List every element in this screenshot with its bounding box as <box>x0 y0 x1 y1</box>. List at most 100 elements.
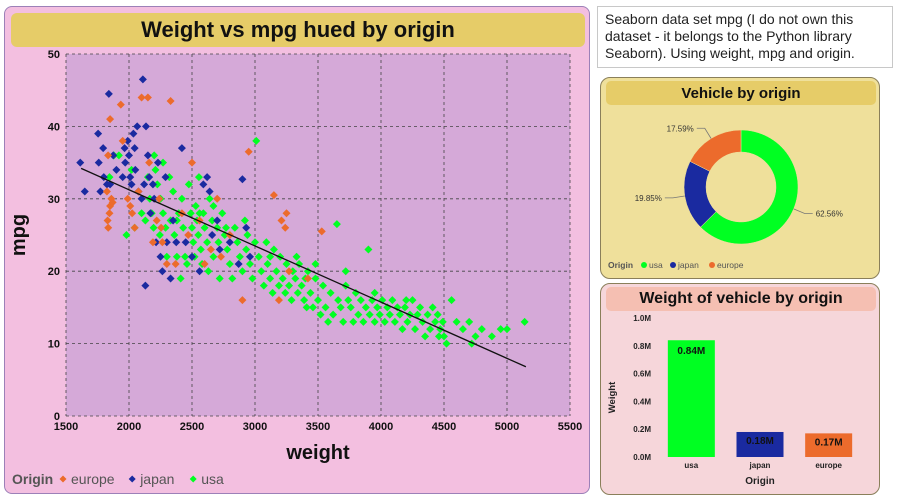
y-tick-label: 20 <box>48 266 60 278</box>
data-point-usa <box>411 325 420 334</box>
data-point-usa <box>287 296 296 305</box>
data-point-usa <box>189 238 198 247</box>
data-point-japan <box>177 144 186 153</box>
series-usa <box>105 136 529 348</box>
data-point-usa <box>311 274 320 283</box>
data-point-europe <box>238 296 247 305</box>
data-point-usa <box>151 165 160 174</box>
y-tick-label: 0.0M <box>633 453 651 462</box>
data-point-europe <box>108 198 117 207</box>
x-tick-label: 3000 <box>243 421 267 433</box>
donut-leader-line <box>793 208 813 214</box>
data-point-usa <box>194 231 203 239</box>
data-point-usa <box>209 252 218 261</box>
data-point-japan <box>99 144 108 153</box>
x-tick-label: 5000 <box>495 421 519 433</box>
x-axis-label: Origin <box>745 476 774 487</box>
data-point-japan <box>143 151 152 160</box>
data-point-europe <box>274 296 283 305</box>
data-point-usa <box>122 231 131 239</box>
data-point-europe <box>116 100 125 109</box>
donut-panel: Vehicle by origin 62.56% 19.85% 17.59% Orig… <box>600 77 880 279</box>
legend-marker-japan <box>128 475 136 483</box>
bar-usa <box>667 340 715 457</box>
y-axis-label: mpg <box>8 214 30 256</box>
data-point-usa <box>243 231 252 239</box>
data-point-japan <box>156 252 165 261</box>
bar-chart[interactable]: 0.0M 0.2M 0.4M 0.6M 0.8M 1.0M Weight 0.84M usa 0.… <box>601 284 879 494</box>
data-point-usa <box>351 288 360 297</box>
donut-value-label: 19.85% <box>635 194 662 203</box>
data-point-usa <box>368 296 377 305</box>
donut-chart[interactable]: 62.56% 19.85% 17.59% Origin usa japan europe <box>601 78 879 278</box>
y-axis-label: Weight <box>607 381 618 413</box>
data-point-usa <box>442 339 451 348</box>
data-point-usa <box>408 296 417 305</box>
data-point-usa <box>153 180 162 189</box>
data-point-usa <box>324 317 333 326</box>
data-point-usa <box>176 274 185 283</box>
donut-value-label: 62.56% <box>816 210 843 219</box>
data-point-usa <box>395 310 404 319</box>
data-point-japan <box>148 180 157 189</box>
donut-chart-title: Vehicle by origin <box>606 81 876 105</box>
data-point-usa <box>370 317 379 326</box>
data-point-japan <box>129 129 138 138</box>
data-point-usa <box>196 245 205 254</box>
data-point-usa <box>349 317 358 326</box>
data-point-japan <box>76 158 85 167</box>
trend-line <box>80 167 527 368</box>
x-tick-label: 4000 <box>369 421 393 433</box>
data-point-usa <box>114 151 123 160</box>
legend-title: Origin <box>12 471 53 487</box>
x-tick-label: 5500 <box>558 421 582 433</box>
data-point-usa <box>447 296 456 305</box>
data-point-europe <box>303 274 312 283</box>
data-point-usa <box>254 252 263 261</box>
data-point-usa <box>334 296 343 305</box>
series-europe <box>102 93 326 305</box>
data-point-usa <box>181 252 190 261</box>
donut-value-label: 17.59% <box>667 124 694 133</box>
x-tick-label: usa <box>684 461 698 470</box>
data-point-usa <box>155 231 164 239</box>
data-point-usa <box>452 317 461 326</box>
data-point-usa <box>208 216 217 225</box>
data-point-usa <box>204 267 213 276</box>
data-point-japan <box>141 281 150 290</box>
data-point-usa <box>137 209 146 218</box>
scatter-chart[interactable]: 1500 2000 2500 3000 3500 4000 4500 5000 5500 0 10 2… <box>5 7 589 493</box>
data-point-usa <box>503 325 511 334</box>
data-point-usa <box>311 259 320 268</box>
bar-japan <box>736 431 784 457</box>
data-point-europe <box>157 223 166 232</box>
data-point-usa <box>214 238 223 247</box>
data-point-usa <box>402 296 411 305</box>
data-point-usa <box>393 303 402 312</box>
bar-value-label: 0.84M <box>677 346 705 357</box>
donut-slice-usa <box>700 129 799 245</box>
data-point-usa <box>218 209 227 218</box>
legend-label-japan: japan <box>139 471 174 487</box>
data-point-usa <box>235 252 244 261</box>
data-point-usa <box>223 245 232 254</box>
data-point-usa <box>291 274 300 283</box>
data-point-usa <box>321 303 330 312</box>
data-point-japan <box>161 173 170 182</box>
donut-slice-europe <box>689 129 742 172</box>
y-tick-label: 1.0M <box>633 314 651 323</box>
data-point-usa <box>339 317 348 326</box>
data-point-usa <box>300 296 309 305</box>
data-point-usa <box>182 259 191 268</box>
data-point-usa <box>302 303 311 312</box>
data-point-usa <box>426 325 435 334</box>
data-point-usa <box>359 317 368 326</box>
data-point-europe <box>145 158 154 167</box>
data-point-usa <box>416 303 425 312</box>
data-point-usa <box>361 303 370 312</box>
bars <box>667 340 853 457</box>
data-point-japan <box>120 144 129 153</box>
data-point-usa <box>314 296 322 305</box>
data-point-europe <box>158 238 167 247</box>
data-point-japan <box>142 122 151 131</box>
